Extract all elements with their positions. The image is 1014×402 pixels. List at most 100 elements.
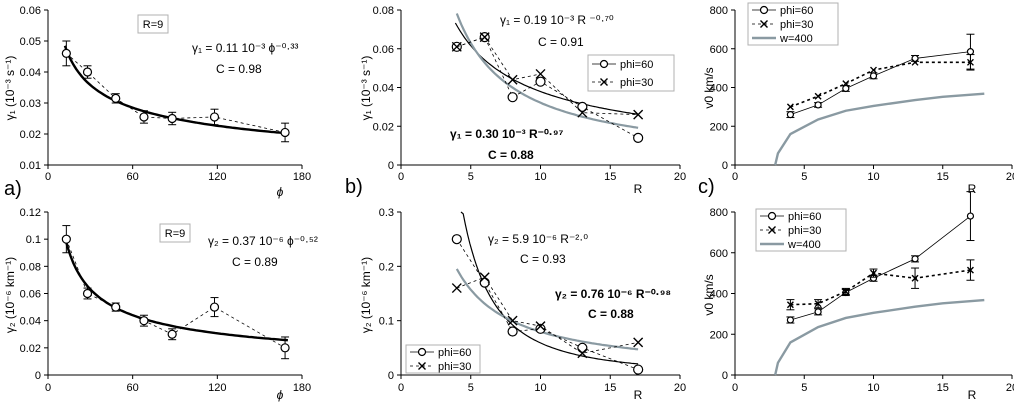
x-tick-label: 180 xyxy=(293,171,311,183)
x-tick-label: 20 xyxy=(674,382,686,394)
legend-label: phi=60 xyxy=(788,211,821,223)
fit-curve xyxy=(455,268,639,351)
chart-gamma2-vs-R: 0 0.1 0.2 0.3 0 5 10 15 20 γ₂ (10⁻⁶ km⁻¹) Rγ₂ = 5.… xyxy=(359,207,686,402)
annotation: C = 0.88 xyxy=(588,307,634,321)
x-tick-label: 20 xyxy=(674,171,686,183)
y-axis-label: v0 km/s xyxy=(702,274,716,315)
x-tick-label: 20 xyxy=(1006,382,1014,394)
y-tick-label: 0.1 xyxy=(26,234,41,246)
legend-marker xyxy=(600,78,608,86)
data-point xyxy=(814,300,822,308)
data-point xyxy=(280,343,290,353)
y-tick-label: 600 xyxy=(710,248,728,260)
data-point xyxy=(786,103,794,111)
data-point xyxy=(633,364,644,375)
y-tick-label: 0.02 xyxy=(20,129,41,141)
legend-label: w=400 xyxy=(779,33,813,45)
fit-curve xyxy=(63,236,288,342)
data-point xyxy=(966,266,974,274)
box-label-frame xyxy=(137,14,169,34)
y-tick-label: 0.08 xyxy=(373,5,394,17)
series-line xyxy=(790,61,971,108)
data-point xyxy=(966,48,975,56)
x-tick-label: 15 xyxy=(604,382,616,394)
data-point xyxy=(451,234,462,245)
data-point xyxy=(966,212,975,220)
data-point xyxy=(814,308,822,316)
panel-letter: c) xyxy=(698,176,715,198)
data-point xyxy=(870,66,877,74)
x-tick-label: 10 xyxy=(867,171,879,183)
series-line xyxy=(790,51,971,116)
x-tick-label: 15 xyxy=(937,382,949,394)
x-axis-label: R xyxy=(968,388,977,402)
data-point xyxy=(911,274,919,282)
data-point xyxy=(111,302,121,312)
data-point xyxy=(577,101,588,112)
data-point xyxy=(577,107,588,118)
x-tick-label: 5 xyxy=(468,171,474,183)
x-tick-label: 20 xyxy=(1006,171,1014,183)
box-label: R=9 xyxy=(165,228,186,240)
series-line xyxy=(456,276,639,354)
legend-label: w=400 xyxy=(787,239,821,251)
data-point xyxy=(786,111,795,119)
data-point xyxy=(633,132,644,143)
y-tick-label: 800 xyxy=(710,5,728,17)
panel-letter: b) xyxy=(345,176,363,198)
x-tick-label: 10 xyxy=(534,171,546,183)
data-point xyxy=(82,288,93,299)
series-line xyxy=(790,269,971,306)
y-tick-label: 200 xyxy=(710,329,728,341)
chart-gamma2-vs-phi: 0 0.02 0.04 0.06 0.08 0.1 0.12 0 60 120 180 γ₂ (10⁻… xyxy=(3,178,318,402)
y-tick-label: 200 xyxy=(710,121,728,133)
data-point xyxy=(911,58,919,66)
legend-label: phi=30 xyxy=(438,361,471,373)
x-tick-label: 5 xyxy=(801,382,807,394)
y-tick-label: 400 xyxy=(710,83,728,95)
legend-label: phi=30 xyxy=(788,225,821,237)
y-tick-label: 0 xyxy=(35,370,41,382)
x-axis-label: R xyxy=(634,388,643,402)
legend-marker xyxy=(759,5,769,15)
annotation: γ₂ = 0.76 10⁻⁶ R⁻⁰·⁹⁸ xyxy=(555,287,671,301)
annotation: γ₂ = 0.37 10⁻⁶ ϕ⁻⁰·⁵² xyxy=(208,234,318,248)
fit-curve xyxy=(460,211,639,365)
y-tick-label: 0 xyxy=(388,160,394,172)
y-tick-label: 0.12 xyxy=(20,207,41,219)
x-tick-label: 60 xyxy=(127,382,139,394)
data-point xyxy=(507,74,518,85)
series-line-w400 xyxy=(773,92,985,166)
x-tick-label: 0 xyxy=(45,171,51,183)
y-tick-label: 0.05 xyxy=(20,36,41,48)
annotation: C = 0.89 xyxy=(232,255,278,269)
y-tick-label: 0.3 xyxy=(379,207,394,219)
data-point xyxy=(786,316,795,324)
y-tick-label: 0.04 xyxy=(373,83,394,95)
x-tick-label: 10 xyxy=(867,382,879,394)
data-point xyxy=(209,302,220,312)
data-point xyxy=(814,92,822,100)
data-point xyxy=(507,315,518,326)
y-tick-label: 0.06 xyxy=(20,289,41,301)
annotation: C = 0.98 xyxy=(216,62,262,76)
y-tick-label: 800 xyxy=(710,207,728,219)
x-tick-label: 5 xyxy=(801,171,807,183)
y-tick-label: 0.06 xyxy=(20,5,41,17)
x-tick-label: 15 xyxy=(937,171,949,183)
annotation: γ₁ = 0.11 10⁻³ ϕ⁻⁰·³³ xyxy=(192,41,298,55)
y-tick-label: 0.04 xyxy=(20,316,41,328)
data-point xyxy=(507,92,518,103)
data-point xyxy=(786,301,794,309)
y-tick-label: 0.03 xyxy=(20,98,41,110)
data-point xyxy=(82,67,93,77)
data-point xyxy=(111,93,121,103)
data-point xyxy=(139,316,149,326)
data-point xyxy=(869,72,878,80)
data-point xyxy=(842,80,850,88)
y-tick-label: 600 xyxy=(710,44,728,56)
x-tick-label: 180 xyxy=(293,382,311,394)
fit-curve xyxy=(455,13,639,129)
annotation: γ₁ = 0.30 10⁻³ R⁻⁰·⁹⁷ xyxy=(450,127,564,141)
annotation: γ₁ = 0.19 10⁻³ R ⁻⁰·⁷⁰ xyxy=(500,13,614,27)
